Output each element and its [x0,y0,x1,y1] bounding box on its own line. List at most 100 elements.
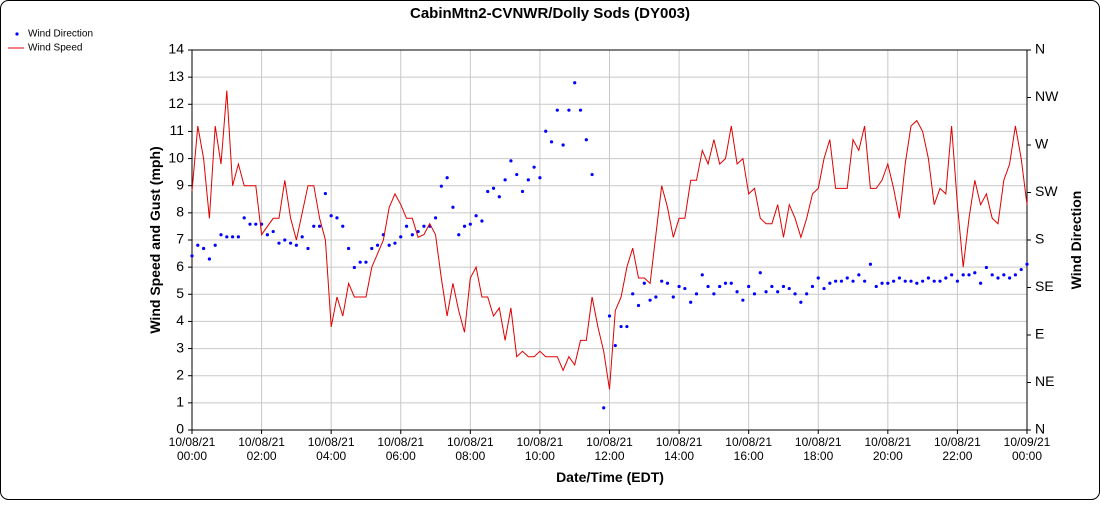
wind-direction-point [822,286,826,291]
wind-direction-point [961,273,965,277]
x-tick-label: 10/08/21 20:00 [864,435,911,463]
wind-direction-point [909,279,913,283]
wind-direction-point [654,295,658,299]
wind-direction-point [213,243,217,247]
y-tick-label: 6 [176,258,184,274]
wind-direction-point [283,238,287,242]
wind-direction-point [445,176,449,180]
wind-direction-point [201,246,206,251]
wind-direction-point [358,260,362,264]
wind-direction-point [590,172,594,177]
y2-tick-label: NW [1035,88,1059,104]
y-tick-label: 4 [176,312,184,328]
wind-direction-point [874,284,878,289]
wind-direction-point [584,138,588,142]
wind-direction-point [764,290,768,294]
wind-direction-point [921,279,925,283]
wind-direction-point [515,172,519,177]
wind-direction-point [526,178,530,182]
wind-direction-point [219,233,223,237]
y-tick-label: 9 [176,176,184,192]
wind-direction-point [712,292,716,296]
wind-direction-point [393,241,397,245]
wind-direction-point [573,81,577,85]
y2-tick-label: W [1035,136,1049,152]
wind-direction-point [781,284,786,289]
wind-direction-point [312,224,316,228]
wind-direction-point [294,243,298,247]
wind-direction-point [1008,276,1012,280]
y2-tick-label: E [1035,326,1044,342]
wind-direction-point [451,205,455,209]
wind-direction-point [845,276,849,280]
y2-tick-label: N [1035,421,1045,437]
x-tick-label: 10/08/21 06:00 [377,435,424,463]
wind-direction-point [225,235,229,239]
y2-axis-label: Wind Direction [1068,191,1084,290]
wind-direction-point [990,273,994,277]
y-tick-label: 14 [168,41,184,57]
wind-direction-point [926,276,931,280]
y-tick-label: 5 [176,285,184,301]
wind-direction-point [1019,267,1023,272]
wind-direction-point [352,265,356,270]
wind-direction-point [880,281,884,285]
x-tick-label: 10/08/21 22:00 [934,435,981,463]
wind-direction-point [747,284,751,289]
wind-direction-point [886,281,890,285]
wind-direction-point [410,233,414,237]
wind-direction-point [422,224,426,228]
wind-direction-point [561,143,565,147]
wind-speed-line [191,90,1028,390]
wind-direction-point [1013,273,1018,277]
wind-direction-point [660,279,664,283]
wind-direction-point [375,243,380,247]
wind-direction-point [950,273,954,277]
wind-direction-point [509,159,513,163]
wind-direction-point [631,292,635,296]
wind-direction-point [474,214,478,218]
x-tick-label: 10/08/21 02:00 [238,435,285,463]
wind-direction-point [892,279,896,283]
wind-direction-point [805,292,809,296]
wind-direction-point [897,276,902,280]
wind-direction-point [735,290,739,294]
wind-direction-point [810,284,815,289]
y-tick-label: 13 [168,68,184,84]
x-tick-label: 10/09/21 00:00 [1004,435,1051,463]
wind-direction-point [828,281,832,285]
wind-direction-point [694,292,699,296]
wind-direction-point [306,246,310,251]
wind-direction-point [868,262,873,266]
y2-tick-label: SW [1035,183,1058,199]
y-axis-label: Wind Speed and Gust (mph) [147,146,163,333]
wind-direction-point [317,224,322,228]
wind-direction-point [607,314,612,318]
wind-direction-point [729,281,733,285]
wind-direction-point [433,216,438,220]
wind-direction-point [329,214,333,218]
wind-direction-point [196,243,200,247]
y-tick-label: 12 [168,95,184,111]
y-tick-label: 10 [168,149,184,165]
wind-direction-point [416,229,420,234]
wind-direction-point [335,216,339,220]
wind-direction-point [770,284,774,289]
wind-direction-point [671,295,675,299]
wind-direction-point [207,257,211,261]
wind-direction-point [404,224,409,228]
wind-direction-point [370,246,374,251]
wind-direction-point [323,191,327,196]
wind-direction-point [230,235,235,239]
wind-direction-point [752,292,757,296]
wind-direction-point [190,254,194,258]
wind-direction-point [851,279,855,283]
wind-direction-point [915,281,919,285]
wind-direction-point [863,279,867,283]
wind-direction-point [242,216,246,220]
wind-direction-point [984,265,989,270]
y-tick-label: 8 [176,204,184,220]
y-tick-label: 11 [169,122,184,138]
wind-direction-point [665,281,670,285]
